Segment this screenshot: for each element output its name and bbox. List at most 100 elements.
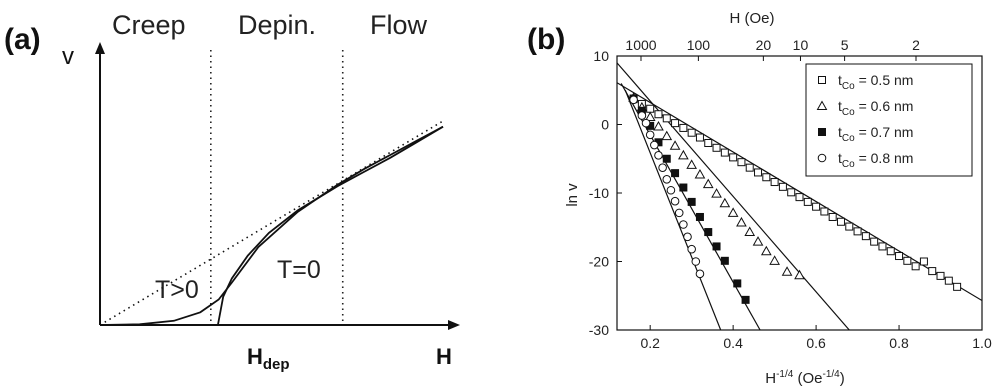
curve-t-zero <box>217 125 444 326</box>
legend-marker-triangle-open <box>816 100 828 110</box>
data-point-square-open <box>911 262 920 271</box>
data-point-square-open <box>845 222 854 231</box>
curve-t-positive <box>99 125 444 326</box>
x-tick-label: 0.4 <box>723 335 743 351</box>
data-point-triangle-open <box>702 178 714 189</box>
legend-value: = 0.6 nm <box>855 98 914 114</box>
legend-box <box>805 63 973 177</box>
data-point-circle-open <box>683 232 692 242</box>
data-point-square-open <box>762 173 771 182</box>
data-point-triangle-open <box>794 269 805 280</box>
data-point-square-open <box>737 158 746 167</box>
data-point-square-open <box>812 202 821 211</box>
legend-entry-label: tCo = 0.7 nm <box>838 124 913 144</box>
data-point-triangle-open <box>752 236 764 246</box>
y-axis-label-v: v <box>62 43 74 70</box>
data-point-square-open <box>778 182 787 191</box>
data-point-circle-open <box>650 140 659 150</box>
data-point-square-open <box>712 143 721 152</box>
data-point-square-filled <box>704 228 713 237</box>
data-point-square-open <box>745 163 754 172</box>
x-title-tail-sup: -1/4 <box>823 369 841 380</box>
data-point-square-open <box>853 227 862 236</box>
data-point-circle-open <box>629 95 638 105</box>
data-point-square-open <box>679 123 688 132</box>
top-tick-label: 100 <box>687 37 711 53</box>
data-point-triangle-open <box>669 140 681 150</box>
top-tick-label: 20 <box>756 37 772 53</box>
x-tick-label: 0.6 <box>806 335 826 351</box>
legend-sub-co: Co <box>842 159 855 170</box>
data-point-square-open <box>919 257 928 266</box>
data-point-square-open <box>662 114 671 123</box>
data-point-triangle-open <box>694 168 706 179</box>
data-point-square-filled <box>712 242 721 251</box>
data-point-square-open <box>654 110 663 119</box>
legend-marker-square-open <box>818 76 826 84</box>
x-title-tail: (Oe <box>793 370 822 387</box>
legend-marker-circle-open <box>817 153 827 163</box>
legend-sub-co: Co <box>842 133 855 144</box>
top-tick-label: 1000 <box>625 37 656 53</box>
data-point-square-open <box>895 252 904 261</box>
fit-line-series-3 <box>624 90 722 330</box>
plot-inner <box>617 62 982 330</box>
data-point-circle-open <box>641 118 651 128</box>
data-point-square-filled <box>662 154 671 163</box>
x-tick-label: 0.2 <box>640 335 660 351</box>
x-axis-arrowhead <box>448 320 460 330</box>
panel-a-schematic: (a) Creep Depin. Flow v H Hdep T>0 T=0 <box>4 10 460 373</box>
curve-label-t-positive: T>0 <box>155 276 199 304</box>
data-point-square-open <box>695 133 704 142</box>
y-tick-label: -20 <box>589 254 609 270</box>
data-point-square-open <box>770 178 779 187</box>
legend-value: = 0.8 nm <box>855 150 914 166</box>
y-tick-label: -10 <box>589 185 609 201</box>
data-point-square-filled <box>679 183 688 192</box>
x-title-main: H <box>765 370 776 387</box>
data-point-triangle-open <box>727 207 739 217</box>
y-tick-label: 0 <box>601 117 609 133</box>
y-axis-arrowhead <box>95 42 105 54</box>
data-point-square-open <box>803 197 812 206</box>
data-point-circle-open <box>679 220 688 229</box>
data-point-square-open <box>720 148 729 157</box>
x-axis-label-h: H <box>436 344 452 369</box>
y-axis-title-lnv: ln v <box>564 183 581 207</box>
h-dep-subscript: dep <box>263 356 290 373</box>
x-title-close: ) <box>840 370 845 387</box>
data-point-circle-open <box>687 244 696 254</box>
data-point-square-open <box>861 232 870 241</box>
data-point-square-open <box>928 267 937 276</box>
panel-a-label: (a) <box>4 23 41 56</box>
data-point-circle-open <box>654 151 663 160</box>
top-axis-title: H (Oe) <box>730 10 775 27</box>
h-dep-main: H <box>247 344 263 369</box>
data-point-triangle-open <box>760 245 772 256</box>
legend-sub-co: Co <box>842 81 855 92</box>
data-point-triangle-open <box>678 149 689 160</box>
data-point-square-open <box>870 237 879 246</box>
data-point-square-filled <box>720 256 729 265</box>
data-point-square-open <box>878 242 887 251</box>
data-point-triangle-open <box>686 159 698 169</box>
legend-entry-label: tCo = 0.5 nm <box>838 72 913 92</box>
data-point-triangle-open <box>769 255 780 265</box>
data-point-triangle-open <box>719 197 731 208</box>
legend-value: = 0.5 nm <box>855 72 914 88</box>
data-point-square-open <box>828 212 837 221</box>
linear-flow-asymptote <box>99 120 444 326</box>
data-point-square-open <box>787 188 796 197</box>
data-point-circle-open <box>691 257 701 266</box>
data-point-triangle-open <box>644 111 656 121</box>
data-point-square-open <box>671 119 680 128</box>
legend-t: t <box>838 98 842 114</box>
data-point-square-open <box>795 193 804 202</box>
panel-b-creep-plot: (b) H (Oe) ln v H-1/4 (Oe-1/4) 0.2 0.4 0.6… <box>527 10 992 387</box>
region-label-flow: Flow <box>370 10 428 40</box>
data-point-square-open <box>704 138 713 147</box>
y-tick-label: -30 <box>589 322 609 338</box>
